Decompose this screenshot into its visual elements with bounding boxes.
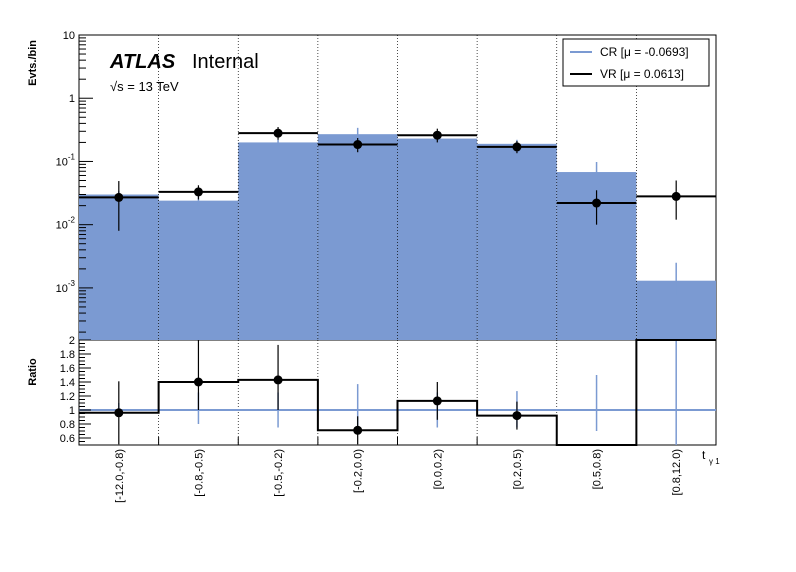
vr-point bbox=[193, 187, 203, 197]
ratio-tick-label: 1.8 bbox=[60, 349, 75, 361]
ratio-y-axis: 0.6 0.8 1 1.2 1.4 1.6 1.8 2 bbox=[60, 335, 91, 446]
experiment-label: ATLAS bbox=[109, 51, 176, 73]
ratio-tick-label: 1.6 bbox=[60, 363, 75, 375]
x-category-label: [-0.2,0.0) bbox=[353, 449, 365, 493]
x-category-label: [0.2,0.5) bbox=[512, 449, 524, 489]
x-category-label: [-0.8,-0.5) bbox=[193, 449, 205, 497]
vr-point bbox=[273, 128, 283, 138]
vr-point bbox=[114, 192, 124, 202]
cr-bar bbox=[158, 200, 239, 340]
ratio-tick-label: 1.2 bbox=[60, 391, 75, 403]
ratio-tick-label: 0.8 bbox=[60, 419, 75, 431]
legend-vr-label: VR [μ = 0.0613] bbox=[600, 67, 684, 81]
top-tick-label: 10-3 bbox=[56, 279, 76, 295]
x-axis-title: t bbox=[702, 448, 706, 462]
x-category-label: [-0.5,-0.2) bbox=[273, 449, 285, 497]
top-tick-label: 10-1 bbox=[56, 152, 76, 168]
ratio-tick-label: 0.6 bbox=[60, 433, 75, 445]
top-tick-label: 1 bbox=[69, 93, 75, 105]
ratio-tick-label: 2 bbox=[69, 335, 75, 347]
x-category-label: [0.5,0.8) bbox=[592, 449, 604, 489]
ratio-point bbox=[432, 396, 442, 406]
ratio-points bbox=[114, 340, 522, 445]
x-category-label: [0.0,0.2) bbox=[432, 449, 444, 489]
cr-histogram bbox=[79, 134, 716, 340]
ratio-point bbox=[353, 425, 363, 435]
vr-point bbox=[671, 191, 681, 201]
vr-point bbox=[432, 130, 442, 140]
top-y-axis: 10-3 10-2 10-1 1 10 bbox=[56, 30, 93, 333]
cr-bar bbox=[477, 143, 557, 340]
x-category-label: [-12.0,-0.8) bbox=[114, 449, 126, 503]
top-y-axis-title: Evts./bin bbox=[27, 40, 39, 86]
x-axis: [-12.0,-0.8) [-0.8,-0.5) [-0.5,-0.2) [-0.2,… bbox=[78, 437, 717, 503]
x-category-label: [0.8,12.0) bbox=[671, 449, 683, 495]
vr-point bbox=[353, 140, 363, 150]
vr-points bbox=[79, 127, 716, 231]
ratio-point bbox=[512, 411, 522, 421]
ratio-point bbox=[114, 408, 124, 418]
ratio-tick-label: 1 bbox=[69, 405, 75, 417]
legend-box bbox=[562, 38, 710, 87]
x-axis-title-subscript: γ 1 bbox=[709, 457, 720, 466]
vr-point bbox=[512, 142, 522, 152]
cr-bar bbox=[317, 134, 398, 340]
ratio-point bbox=[273, 375, 283, 385]
legend-cr-label: CR [μ = -0.0693] bbox=[600, 45, 689, 59]
energy-label: √s = 13 TeV bbox=[110, 79, 179, 94]
top-tick-label: 10 bbox=[63, 30, 75, 42]
cr-bar bbox=[397, 138, 478, 340]
top-tick-label: 10-2 bbox=[56, 216, 76, 232]
legend: CR [μ = -0.0693] VR [μ = 0.0613] bbox=[562, 38, 710, 87]
ratio-point bbox=[193, 377, 203, 387]
vr-point bbox=[592, 198, 602, 208]
ratio-y-axis-title: Ratio bbox=[27, 358, 39, 386]
cr-bar bbox=[238, 142, 318, 340]
status-label: Internal bbox=[192, 51, 259, 73]
ratio-tick-label: 1.4 bbox=[60, 377, 75, 389]
